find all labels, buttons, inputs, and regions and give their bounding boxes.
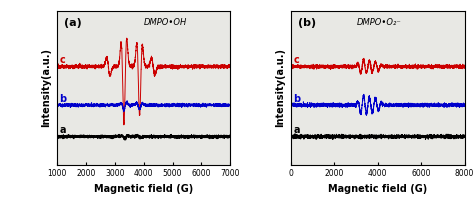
X-axis label: Magnetic field (G): Magnetic field (G) bbox=[94, 184, 193, 194]
Text: a: a bbox=[293, 125, 300, 135]
Text: a: a bbox=[59, 125, 66, 135]
Text: c: c bbox=[59, 55, 65, 65]
Text: c: c bbox=[293, 55, 299, 65]
Text: (b): (b) bbox=[298, 18, 316, 28]
Text: b: b bbox=[293, 93, 301, 104]
X-axis label: Magnetic field (G): Magnetic field (G) bbox=[328, 184, 428, 194]
Y-axis label: Intensity(a.u.): Intensity(a.u.) bbox=[41, 48, 51, 127]
Text: DMPO•OH: DMPO•OH bbox=[144, 18, 187, 27]
Text: (a): (a) bbox=[64, 18, 82, 28]
Text: b: b bbox=[59, 93, 66, 104]
Text: DMPO•O₂⁻: DMPO•O₂⁻ bbox=[357, 18, 402, 27]
Y-axis label: Intensity(a.u.): Intensity(a.u.) bbox=[275, 48, 285, 127]
